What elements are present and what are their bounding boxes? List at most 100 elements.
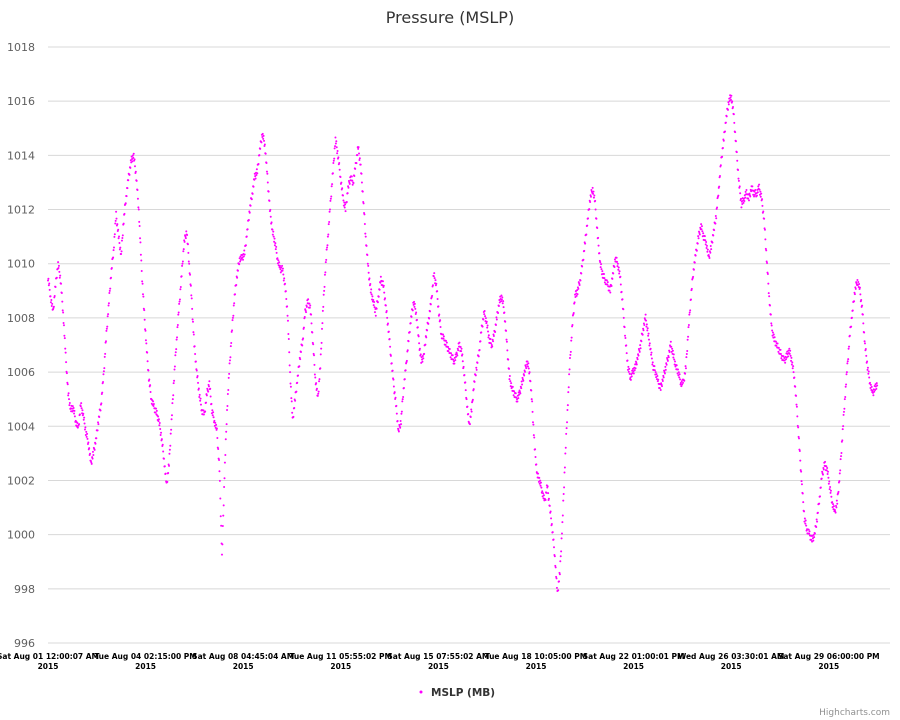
data-point[interactable]: [605, 279, 608, 282]
data-point[interactable]: [583, 249, 586, 252]
data-point[interactable]: [364, 235, 367, 238]
data-point[interactable]: [332, 161, 335, 164]
data-point[interactable]: [520, 380, 523, 383]
data-point[interactable]: [194, 360, 197, 363]
data-point[interactable]: [827, 476, 830, 479]
data-point[interactable]: [68, 401, 71, 404]
data-point[interactable]: [661, 379, 664, 382]
data-point[interactable]: [505, 329, 508, 332]
data-point[interactable]: [273, 240, 276, 243]
data-point[interactable]: [497, 304, 500, 307]
data-point[interactable]: [793, 376, 796, 379]
data-point[interactable]: [714, 215, 717, 218]
data-point[interactable]: [78, 423, 81, 426]
data-point[interactable]: [847, 358, 850, 361]
data-point[interactable]: [647, 332, 650, 335]
data-point[interactable]: [591, 186, 594, 189]
data-point[interactable]: [558, 580, 561, 583]
data-point[interactable]: [105, 329, 108, 332]
data-point[interactable]: [435, 282, 438, 285]
data-point[interactable]: [694, 254, 697, 257]
data-point[interactable]: [755, 194, 758, 197]
data-point[interactable]: [559, 560, 562, 563]
data-point[interactable]: [80, 407, 83, 410]
data-point[interactable]: [745, 189, 748, 192]
data-point[interactable]: [739, 192, 742, 195]
data-point[interactable]: [850, 325, 853, 328]
data-point[interactable]: [505, 340, 508, 343]
data-point[interactable]: [397, 430, 400, 433]
data-point[interactable]: [797, 426, 800, 429]
data-point[interactable]: [140, 259, 143, 262]
data-point[interactable]: [324, 271, 327, 274]
data-point[interactable]: [433, 272, 436, 275]
data-point[interactable]: [550, 517, 553, 520]
data-point[interactable]: [801, 492, 804, 495]
data-point[interactable]: [325, 248, 328, 251]
data-point[interactable]: [650, 351, 653, 354]
data-point[interactable]: [457, 349, 460, 352]
data-point[interactable]: [789, 354, 792, 357]
data-point[interactable]: [392, 378, 395, 381]
data-point[interactable]: [76, 426, 79, 429]
legend-label-mslp[interactable]: MSLP (MB): [431, 687, 495, 699]
data-point[interactable]: [378, 288, 381, 291]
data-point[interactable]: [592, 196, 595, 199]
data-point[interactable]: [507, 358, 510, 361]
data-point[interactable]: [411, 309, 414, 312]
data-point[interactable]: [86, 432, 89, 435]
data-point[interactable]: [317, 390, 320, 393]
data-point[interactable]: [114, 222, 117, 225]
data-point[interactable]: [121, 234, 124, 237]
data-point[interactable]: [327, 233, 330, 236]
data-point[interactable]: [303, 316, 306, 319]
data-point[interactable]: [622, 308, 625, 311]
data-point[interactable]: [594, 208, 597, 211]
data-point[interactable]: [413, 300, 416, 303]
data-point[interactable]: [353, 174, 356, 177]
data-point[interactable]: [190, 294, 193, 297]
data-point[interactable]: [400, 423, 403, 426]
data-point[interactable]: [735, 151, 738, 154]
data-point[interactable]: [560, 532, 563, 535]
data-point[interactable]: [838, 480, 841, 483]
data-point[interactable]: [829, 485, 832, 488]
data-point[interactable]: [861, 304, 864, 307]
data-point[interactable]: [272, 235, 275, 238]
data-point[interactable]: [235, 284, 238, 287]
data-point[interactable]: [553, 555, 556, 558]
data-point[interactable]: [510, 382, 513, 385]
data-point[interactable]: [759, 190, 762, 193]
data-point[interactable]: [68, 398, 71, 401]
data-point[interactable]: [845, 383, 848, 386]
data-point[interactable]: [103, 367, 106, 370]
data-point[interactable]: [834, 511, 837, 514]
data-point[interactable]: [401, 400, 404, 403]
data-point[interactable]: [537, 480, 540, 483]
data-point[interactable]: [729, 96, 732, 99]
data-point[interactable]: [199, 403, 202, 406]
data-point[interactable]: [402, 396, 405, 399]
data-point[interactable]: [520, 387, 523, 390]
data-point[interactable]: [687, 326, 690, 329]
data-point[interactable]: [442, 333, 445, 336]
data-point[interactable]: [494, 331, 497, 333]
data-point[interactable]: [846, 360, 849, 363]
data-point[interactable]: [372, 299, 375, 302]
data-point[interactable]: [311, 331, 314, 334]
data-point[interactable]: [606, 281, 609, 284]
data-point[interactable]: [767, 282, 770, 285]
data-point[interactable]: [829, 491, 832, 494]
data-point[interactable]: [326, 246, 329, 249]
data-point[interactable]: [97, 423, 100, 426]
data-point[interactable]: [577, 287, 580, 290]
data-point[interactable]: [71, 405, 74, 408]
data-point[interactable]: [545, 491, 548, 494]
data-point[interactable]: [784, 361, 787, 364]
data-point[interactable]: [480, 331, 483, 334]
data-point[interactable]: [112, 249, 115, 252]
data-point[interactable]: [171, 402, 174, 405]
data-point[interactable]: [99, 409, 102, 412]
data-point[interactable]: [410, 315, 413, 318]
data-point[interactable]: [731, 100, 734, 103]
